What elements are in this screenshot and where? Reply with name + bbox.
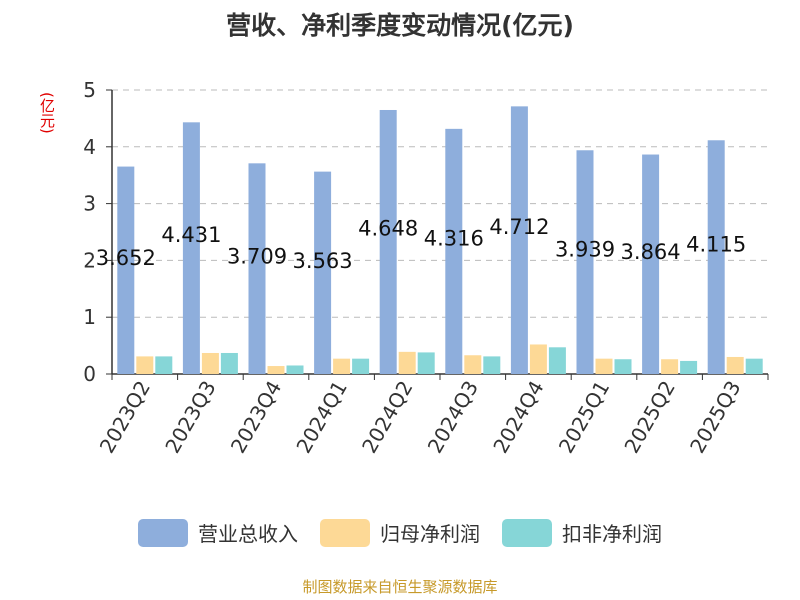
x-tick-label: 2024Q1	[291, 377, 351, 458]
x-tick-label: 2023Q4	[226, 377, 286, 458]
bar	[117, 166, 135, 374]
bar	[510, 106, 528, 374]
x-tick-label: 2024Q4	[488, 377, 548, 458]
y-tick-label: 2	[83, 248, 96, 272]
legend-swatch-revenue	[138, 518, 188, 547]
bar	[661, 359, 679, 374]
y-tick-label: 5	[83, 78, 96, 102]
bar	[398, 351, 416, 374]
legend-item-net-profit[interactable]: 归母净利润	[320, 518, 480, 547]
data-label: 3.709	[227, 244, 287, 268]
bar	[136, 356, 154, 374]
x-tick-label: 2025Q3	[685, 377, 745, 458]
x-tick-label: 2025Q2	[619, 377, 679, 458]
bar	[680, 360, 698, 374]
bar	[595, 358, 613, 374]
data-label: 3.563	[293, 249, 353, 273]
legend-swatch-deducted-net-profit	[502, 518, 552, 547]
bar	[445, 128, 463, 374]
bar	[352, 358, 370, 374]
bar	[576, 150, 594, 374]
bar	[707, 140, 725, 374]
bar	[483, 356, 501, 374]
data-label: 4.648	[358, 217, 418, 241]
bar	[745, 358, 763, 374]
legend-item-deducted-net-profit[interactable]: 扣非净利润	[502, 518, 662, 547]
x-tick-label: 2024Q2	[357, 377, 417, 458]
y-tick-label: 4	[83, 135, 96, 159]
data-label: 3.864	[621, 240, 681, 264]
legend-label-net-profit: 归母净利润	[380, 522, 480, 546]
bar	[726, 356, 744, 374]
y-tick-label: 3	[83, 192, 96, 216]
bar	[529, 344, 547, 374]
bar	[548, 347, 566, 374]
chart-title: 营收、净利季度变动情况(亿元)	[226, 11, 574, 40]
data-label: 4.115	[686, 232, 746, 256]
data-label: 3.652	[96, 246, 156, 270]
bar	[417, 352, 435, 374]
bar	[267, 366, 285, 374]
legend-label-revenue: 营业总收入	[198, 522, 298, 546]
y-tick-label: 1	[83, 305, 96, 329]
legend: 营业总收入 归母净利润 扣非净利润	[0, 518, 800, 547]
data-label: 4.712	[489, 215, 549, 239]
data-source-note: 制图数据来自恒生聚源数据库	[302, 578, 498, 596]
bar	[464, 355, 482, 374]
x-tick-label: 2023Q2	[95, 377, 155, 458]
y-axis-unit-label: (亿元)	[38, 92, 56, 134]
data-label: 3.939	[555, 238, 615, 262]
x-tick-label: 2024Q3	[423, 377, 483, 458]
legend-item-revenue[interactable]: 营业总收入	[138, 518, 298, 547]
y-tick-label: 0	[83, 362, 96, 386]
bar	[220, 352, 238, 374]
bar	[155, 356, 173, 374]
x-tick-label: 2023Q3	[160, 377, 220, 458]
legend-label-deducted-net-profit: 扣非净利润	[562, 522, 662, 546]
bar	[201, 352, 219, 374]
bar	[182, 122, 200, 374]
bar	[333, 358, 351, 374]
bar	[248, 163, 266, 374]
bar	[314, 171, 332, 374]
bar	[642, 154, 660, 374]
bar	[379, 109, 397, 375]
legend-swatch-net-profit	[320, 518, 370, 547]
data-label: 4.431	[161, 223, 221, 247]
bar	[614, 359, 632, 374]
x-tick-label: 2025Q1	[554, 377, 614, 458]
bar	[286, 365, 304, 374]
data-label: 4.316	[424, 227, 484, 251]
